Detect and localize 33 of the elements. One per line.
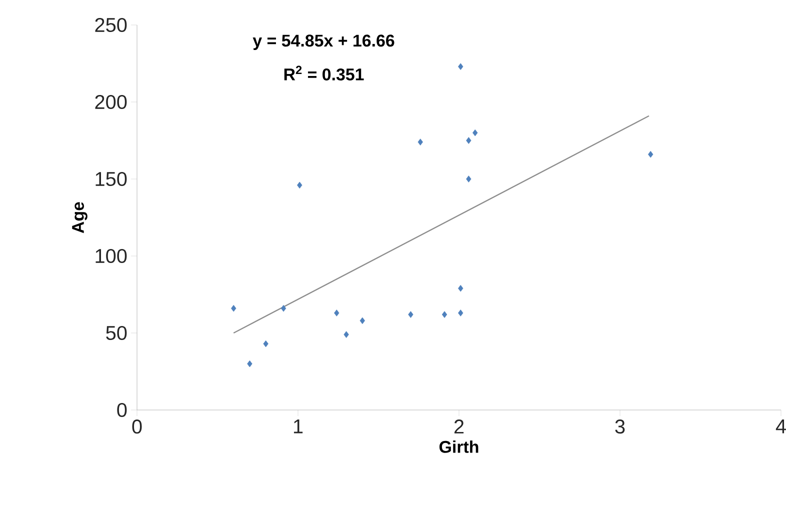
annotation: y = 54.85x + 16.66 — [252, 34, 394, 50]
point — [247, 360, 252, 368]
point — [231, 304, 236, 312]
x-tick-label: 1 — [294, 420, 303, 434]
point — [360, 317, 365, 324]
point — [472, 129, 478, 136]
y-tick-label: 0 — [117, 402, 127, 418]
y-tick-label: 200 — [95, 94, 127, 110]
x-axis-title: Girth — [439, 440, 478, 453]
x-tick-label: 0 — [132, 420, 142, 434]
y-tick-label: 100 — [96, 248, 127, 264]
point — [418, 138, 423, 146]
point — [344, 331, 349, 338]
x-tick-label: 4 — [776, 420, 786, 434]
point — [648, 150, 654, 158]
point — [466, 176, 472, 182]
y-tick-label: 250 — [95, 18, 127, 32]
point — [334, 310, 340, 316]
point — [466, 137, 472, 144]
point — [458, 63, 464, 70]
annotation: R$^{2}$ = 0.351 — [284, 66, 364, 80]
y-tick-label: 150 — [96, 172, 127, 186]
point — [280, 304, 286, 312]
point — [458, 284, 464, 292]
point — [297, 182, 302, 189]
point — [442, 311, 448, 318]
x-tick-label: 2 — [454, 420, 464, 434]
point — [263, 340, 268, 348]
y-axis-title: Age — [72, 202, 88, 234]
x-tick-label: 3 — [615, 420, 625, 434]
point — [458, 310, 464, 316]
y-tick-label: 50 — [106, 326, 127, 340]
point — [408, 311, 414, 318]
